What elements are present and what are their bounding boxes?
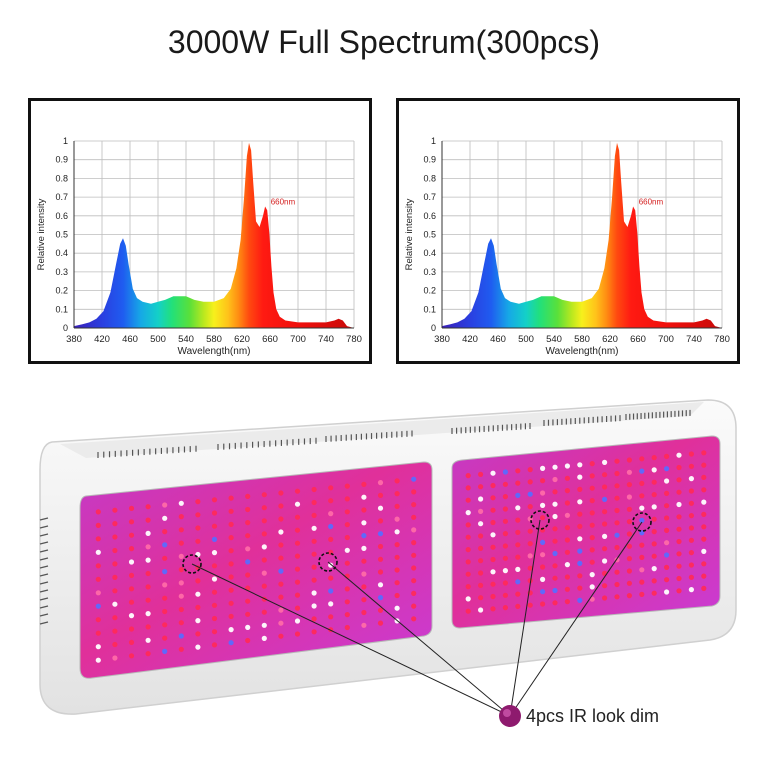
x-tick-label: 540 <box>178 334 194 345</box>
y-tick-label: 0.6 <box>55 211 68 221</box>
peak-annotation: 660nm <box>639 198 664 207</box>
y-tick-label: 0.3 <box>55 267 68 277</box>
ir-callout-label: 4pcs IR look dim <box>526 706 660 726</box>
y-tick-label: 1 <box>63 136 68 146</box>
x-tick-label: 500 <box>150 334 166 345</box>
led-panel-left-leds <box>95 476 417 663</box>
x-tick-label: 380 <box>66 334 82 345</box>
ir-led-marker <box>530 510 550 530</box>
spectrum-svg: 380 420 460 500 540 580 620 660 700 740 780 0 0.1 0.2… <box>404 136 730 357</box>
y-axis-label: Relative intensity <box>404 198 415 270</box>
ir-led-marker <box>182 554 202 574</box>
y-tick-label: 0 <box>431 323 436 333</box>
y-tick-label: 0.8 <box>55 173 68 183</box>
y-tick-label: 0.2 <box>423 286 436 296</box>
x-tick-label: 500 <box>518 334 534 345</box>
ir-led-icon <box>499 705 521 727</box>
peak-annotation: 660nm <box>271 198 296 207</box>
y-tick-label: 0.7 <box>423 192 436 202</box>
y-tick-label: 0.2 <box>55 286 68 296</box>
ir-led-marker <box>632 512 652 532</box>
y-tick-label: 0.3 <box>423 267 436 277</box>
y-tick-label: 0.5 <box>423 230 436 240</box>
grow-light-product-image <box>39 399 737 727</box>
x-tick-label: 460 <box>490 334 506 345</box>
led-panel-right-leds <box>465 450 707 614</box>
spectrum-svg: 380 420 460 500 540 580 620 660 700 740 780 0 0.1 0.2… <box>36 136 362 357</box>
x-tick-label: 620 <box>234 334 250 345</box>
x-tick-label: 580 <box>206 334 222 345</box>
x-tick-label: 740 <box>686 334 702 345</box>
x-tick-label: 780 <box>714 334 730 345</box>
x-tick-label: 700 <box>290 334 306 345</box>
x-tick-label: 660 <box>262 334 278 345</box>
x-tick-label: 780 <box>346 334 362 345</box>
side-vents <box>39 517 49 625</box>
x-axis-label: Wavelength(nm) <box>178 346 251 357</box>
x-tick-label: 740 <box>318 334 334 345</box>
x-tick-label: 420 <box>462 334 478 345</box>
x-tick-label: 460 <box>122 334 138 345</box>
x-tick-label: 540 <box>546 334 562 345</box>
x-tick-label: 580 <box>574 334 590 345</box>
y-tick-label: 0.6 <box>423 211 436 221</box>
y-tick-label: 0.9 <box>55 155 68 165</box>
top-vents <box>97 409 691 458</box>
ir-callout-lines <box>182 510 652 717</box>
y-axis-label: Relative intensity <box>36 198 47 270</box>
x-tick-label: 420 <box>94 334 110 345</box>
x-axis-label: Wavelength(nm) <box>546 346 619 357</box>
y-tick-label: 0.9 <box>423 155 436 165</box>
y-tick-label: 1 <box>431 136 436 146</box>
y-tick-label: 0.1 <box>423 304 436 314</box>
led-panel-right <box>451 435 721 629</box>
x-tick-label: 620 <box>602 334 618 345</box>
y-tick-label: 0.5 <box>55 230 68 240</box>
y-tick-label: 0.4 <box>423 248 436 258</box>
led-panel-left <box>79 461 433 679</box>
y-tick-label: 0.4 <box>55 248 68 258</box>
page-title: 3000W Full Spectrum(300pcs) <box>167 24 601 60</box>
y-tick-label: 0.8 <box>423 173 436 183</box>
housing-top <box>60 402 704 458</box>
spectrum-chart-right: 380 420 460 500 540 580 620 660 700 740 780 0 0.1 0.2… <box>396 98 740 364</box>
y-tick-label: 0.7 <box>55 192 68 202</box>
y-tick-label: 0 <box>63 323 68 333</box>
y-tick-label: 0.1 <box>55 304 68 314</box>
ir-led-marker <box>318 552 338 572</box>
x-tick-label: 660 <box>630 334 646 345</box>
x-tick-label: 380 <box>434 334 450 345</box>
x-tick-label: 700 <box>658 334 674 345</box>
spectrum-chart-left: 380 420 460 500 540 580 620 660 700 740 780 0 0.1 0.2… <box>28 98 372 364</box>
